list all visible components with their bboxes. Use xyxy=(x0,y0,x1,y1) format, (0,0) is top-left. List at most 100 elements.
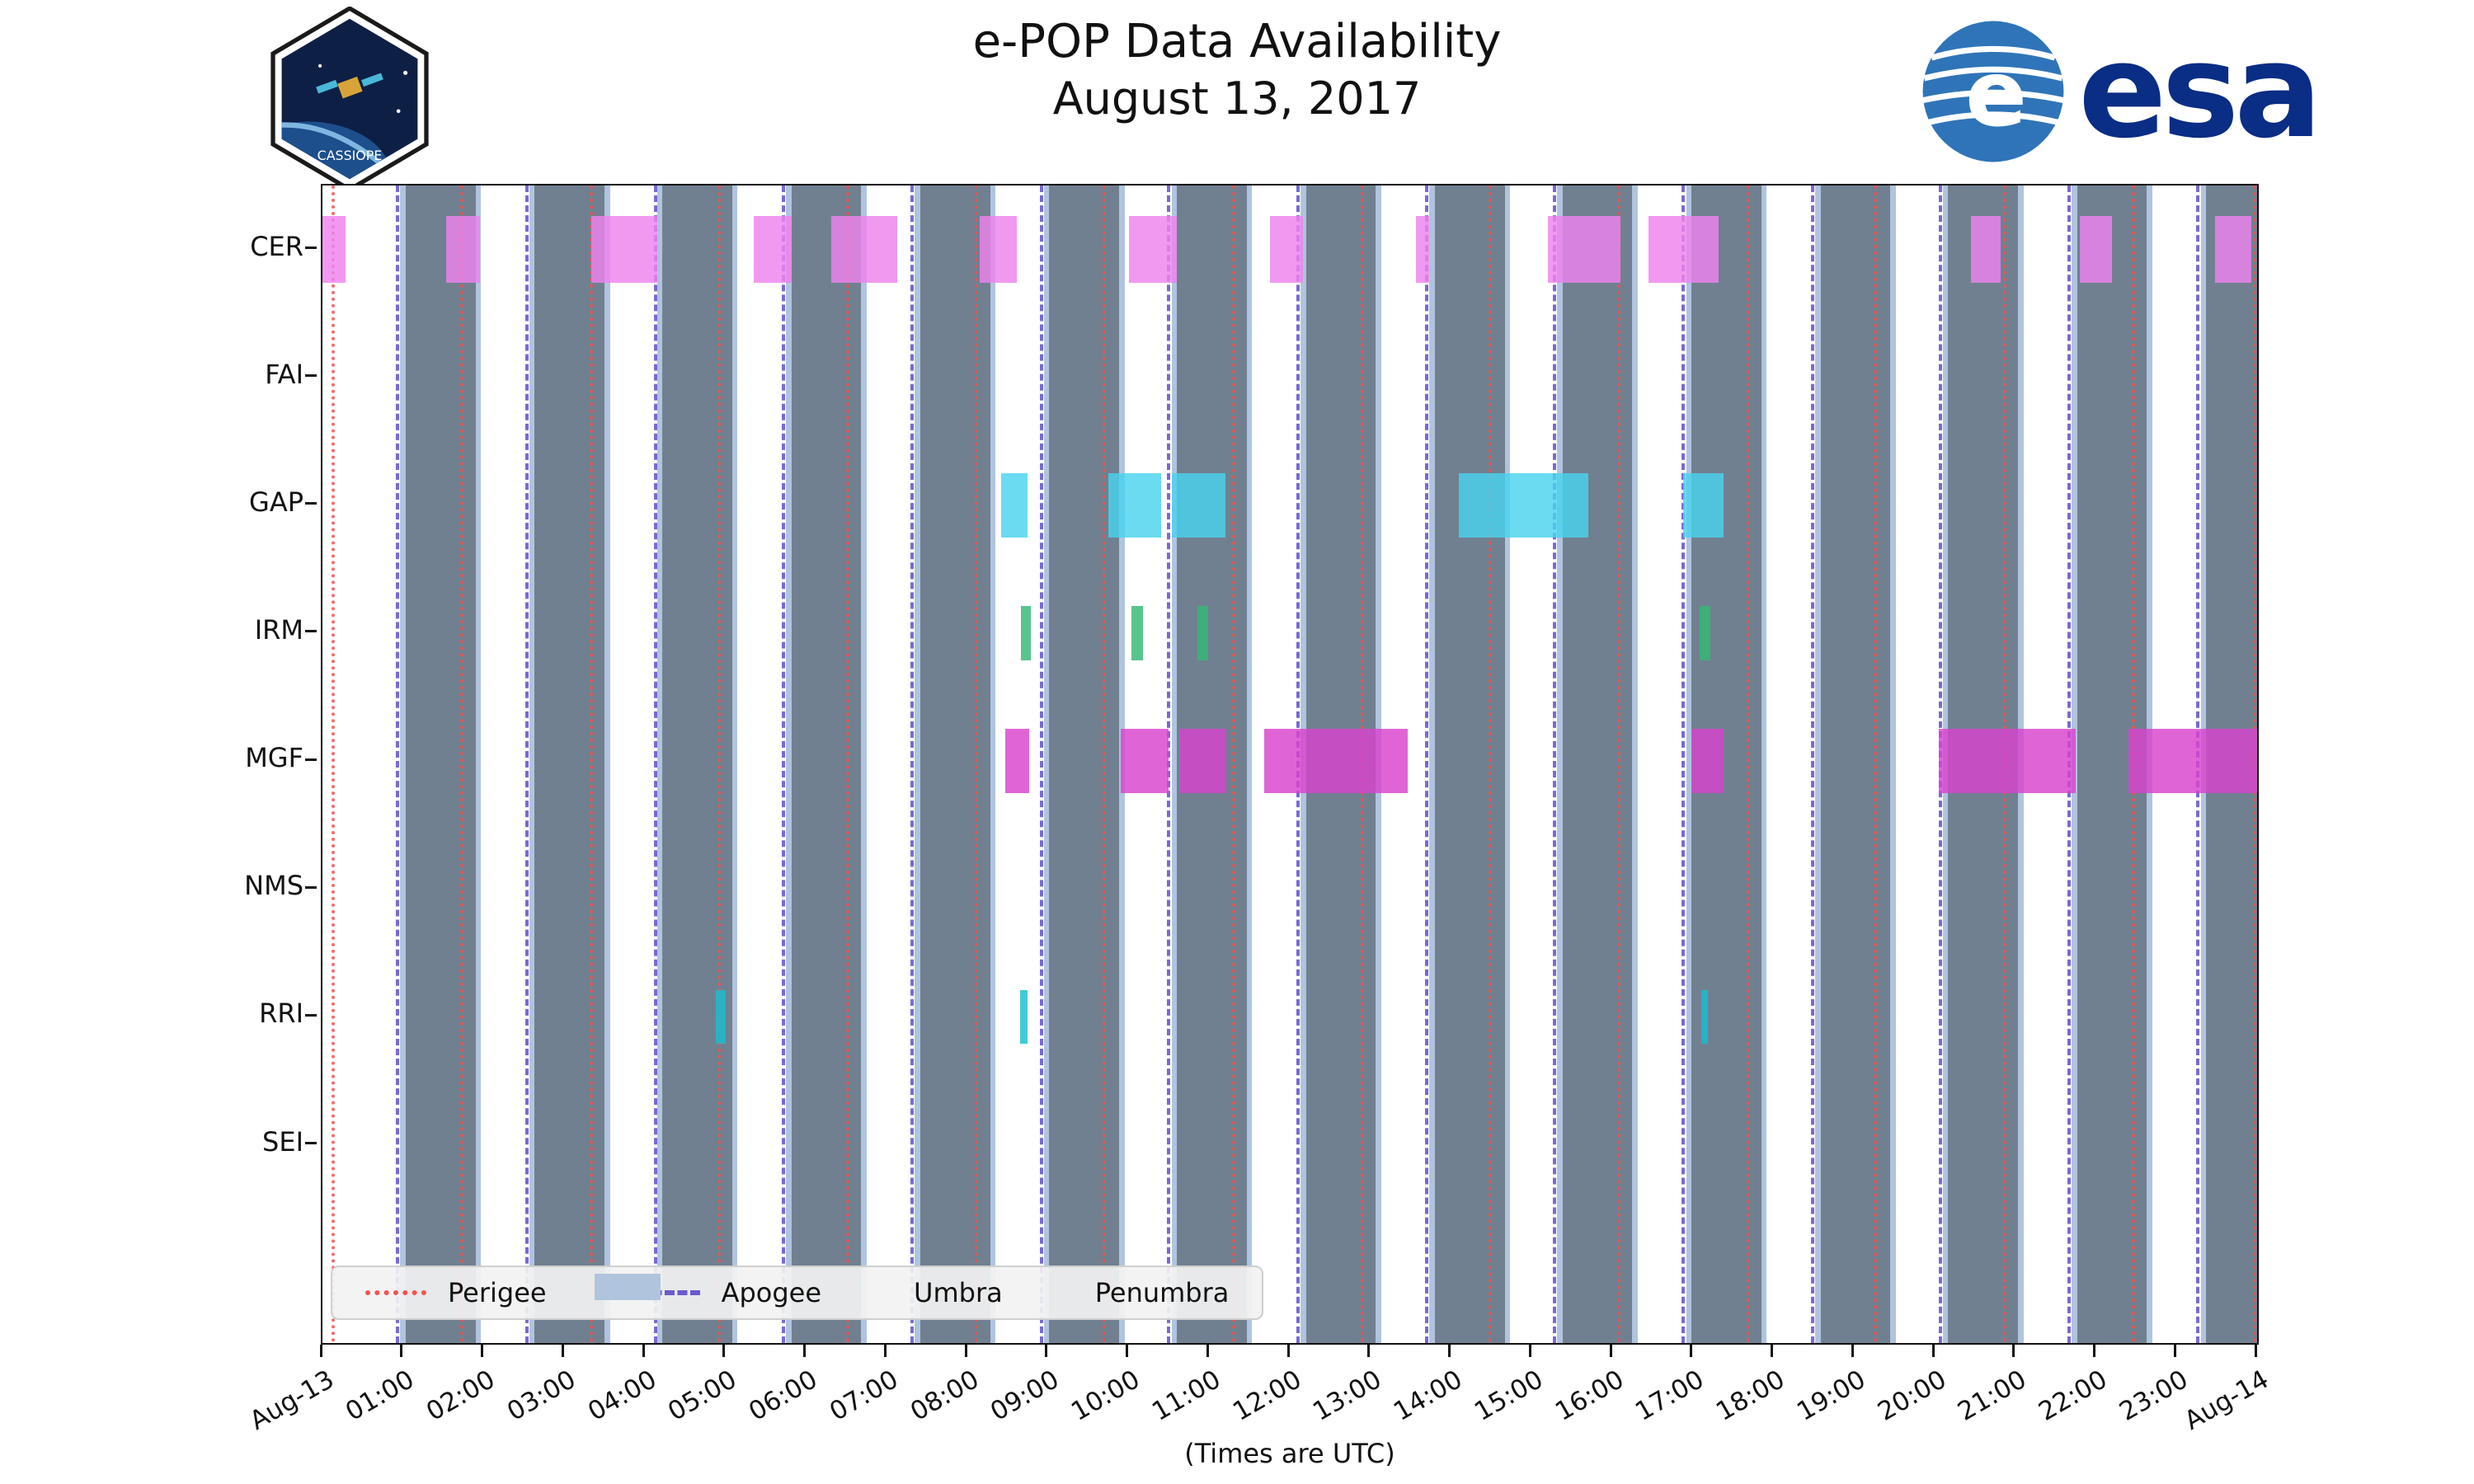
umbra-band xyxy=(406,186,476,1343)
availability-bar-mgf xyxy=(1938,729,2077,793)
y-tick-mark xyxy=(305,630,317,633)
availability-bar-gap xyxy=(1459,473,1588,538)
cassiope-patch-graphic: CASSIOPE xyxy=(270,6,429,192)
x-tick-mark xyxy=(1609,1345,1612,1357)
x-tick-label: 14:00 xyxy=(1389,1364,1468,1427)
apogee-line xyxy=(1552,186,1556,1343)
perigee-line xyxy=(975,186,979,1343)
apogee-line xyxy=(910,186,915,1343)
patch-horizon-arc xyxy=(281,122,387,169)
x-tick-label: 13:00 xyxy=(1308,1364,1387,1427)
perigee-line xyxy=(460,186,464,1343)
apogee-line xyxy=(1681,186,1686,1343)
x-tick-label: 16:00 xyxy=(1550,1364,1629,1427)
perigee-line xyxy=(717,186,721,1343)
legend-glyph-penumbra xyxy=(595,1274,661,1300)
x-tick-mark xyxy=(2254,1345,2257,1357)
esa-disc-icon: e xyxy=(1921,21,2065,162)
y-axis-label-sei: SEI xyxy=(262,1125,303,1158)
umbra-band xyxy=(1820,186,1891,1343)
x-tick-label: 01:00 xyxy=(341,1364,420,1427)
x-tick-mark xyxy=(803,1345,806,1357)
perigee-line xyxy=(332,186,336,1343)
x-tick-mark xyxy=(2173,1345,2176,1357)
availability-bar-rri xyxy=(1700,989,1708,1044)
umbra-band xyxy=(1434,186,1505,1343)
y-axis-label-nms: NMS xyxy=(244,870,303,902)
availability-bar-irm xyxy=(1131,606,1144,660)
x-tick-label: 07:00 xyxy=(824,1364,904,1427)
y-axis: CER FAI GAP IRM MGF NMS RRI SEI xyxy=(0,184,317,1345)
chart-subtitle: August 13, 2017 xyxy=(1052,73,1422,124)
availability-bar-rri xyxy=(1019,989,1028,1044)
x-tick-mark xyxy=(1528,1345,1531,1357)
y-axis-label-mgf: MGF xyxy=(245,742,303,774)
perigee-line xyxy=(1488,186,1492,1343)
availability-bar-cer xyxy=(445,216,480,283)
legend-label-perigee: Perigee xyxy=(448,1277,547,1308)
availability-bar-mgf xyxy=(1691,729,1724,793)
perigee-line xyxy=(1231,186,1235,1343)
availability-bar-gap xyxy=(1683,473,1724,538)
legend-glyph-apogee xyxy=(638,1290,700,1295)
availability-bar-irm xyxy=(1021,606,1031,660)
y-tick-mark xyxy=(305,502,317,505)
x-tick-mark xyxy=(2093,1345,2095,1357)
x-tick-label: 10:00 xyxy=(1066,1364,1145,1427)
title-block: e-POP Data Availability August 13, 2017 xyxy=(0,13,2474,127)
availability-bar-cer xyxy=(2079,216,2113,283)
x-tick-mark xyxy=(642,1345,645,1357)
x-tick-label: 23:00 xyxy=(2114,1364,2194,1427)
x-tick-mark xyxy=(1690,1345,1693,1357)
umbra-band xyxy=(534,186,605,1343)
x-tick-mark xyxy=(1851,1345,1854,1357)
availability-bar-irm xyxy=(1699,606,1710,660)
x-tick-mark xyxy=(400,1345,403,1357)
esa-wordmark: esa xyxy=(2078,16,2322,167)
cassiope-mission-patch: CASSIOPE xyxy=(262,6,437,195)
x-tick-label: Aug-14 xyxy=(2179,1364,2274,1436)
perigee-line xyxy=(846,186,849,1343)
legend-item-apogee: Apogee xyxy=(638,1277,822,1308)
availability-bar-mgf xyxy=(2128,729,2257,793)
availability-bar-gap xyxy=(1171,473,1225,538)
apogee-line xyxy=(1810,186,1814,1343)
legend-label-apogee: Apogee xyxy=(721,1277,822,1308)
apogee-line xyxy=(654,186,658,1343)
cassiope-patch-label: CASSIOPE xyxy=(317,148,383,163)
availability-bar-cer xyxy=(753,216,792,283)
legend-item-umbra: Umbra xyxy=(595,1274,1003,1308)
x-axis: Aug-13 01:00 02:00 03:00 04:00 05:00 06:00 07:0… xyxy=(245,1345,2274,1477)
x-tick-label: 22:00 xyxy=(2034,1364,2113,1427)
legend-label-umbra: Umbra xyxy=(914,1277,1003,1308)
y-tick-mark xyxy=(305,1013,317,1017)
x-tick-label: 15:00 xyxy=(1469,1364,1549,1427)
x-tick-mark xyxy=(319,1345,322,1357)
chart-title: e-POP Data Availability xyxy=(972,15,1502,68)
x-tick-label: 17:00 xyxy=(1630,1364,1710,1427)
availability-bar-cer xyxy=(2215,216,2252,283)
apogee-line xyxy=(781,186,785,1343)
perigee-line xyxy=(1874,186,1878,1343)
apogee-line xyxy=(1167,186,1171,1343)
perigee-line xyxy=(1617,186,1621,1343)
y-tick-mark xyxy=(305,758,317,761)
x-axis-label: (Times are UTC) xyxy=(1184,1438,1395,1469)
availability-bar-mgf xyxy=(1264,729,1409,793)
plot-area: Perigee Apogee Umbra Penumbra xyxy=(321,184,2259,1345)
availability-bar-cer xyxy=(1648,216,1719,283)
availability-bar-cer xyxy=(590,216,657,283)
x-tick-mark xyxy=(481,1345,483,1357)
x-tick-label: 05:00 xyxy=(663,1364,742,1427)
x-tick-label: 18:00 xyxy=(1711,1364,1790,1427)
x-tick-mark xyxy=(1367,1345,1371,1357)
availability-bar-mgf xyxy=(1179,729,1227,793)
legend: Perigee Apogee Umbra Penumbra xyxy=(331,1266,1264,1320)
availability-bar-irm xyxy=(1197,606,1208,660)
x-tick-mark xyxy=(883,1345,887,1357)
availability-bar-cer xyxy=(1128,216,1178,283)
y-tick-mark xyxy=(305,1142,317,1145)
x-tick-label: 06:00 xyxy=(744,1364,823,1427)
availability-bar-gap xyxy=(1000,473,1028,538)
